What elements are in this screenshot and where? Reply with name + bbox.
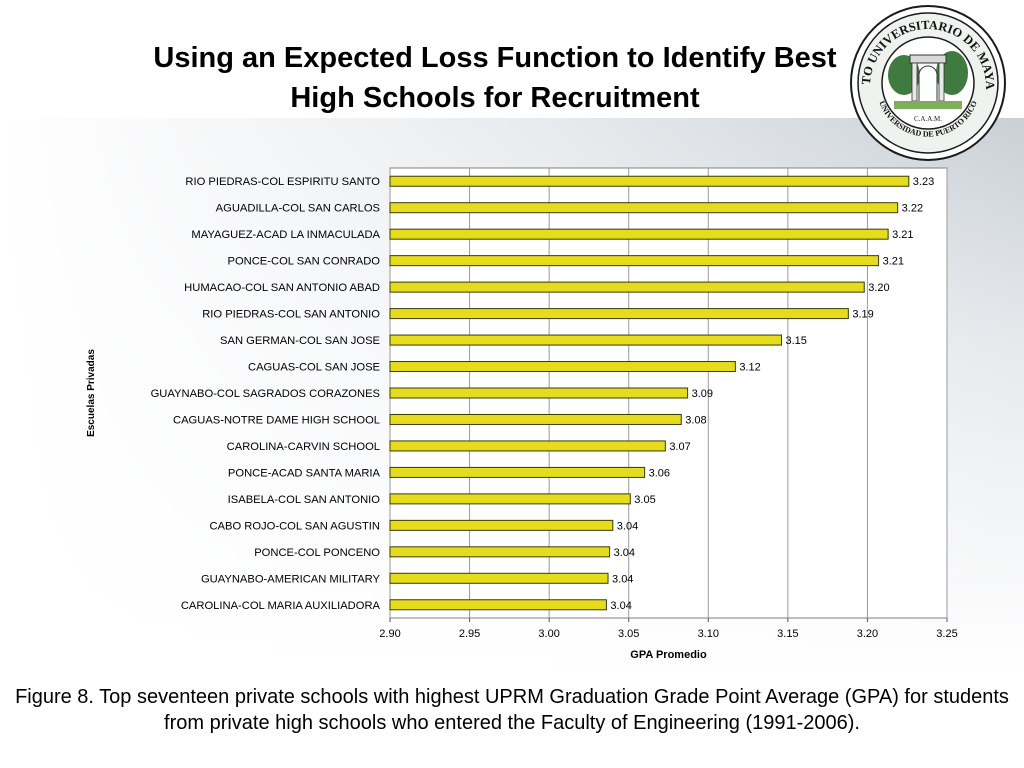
bar (389, 281, 865, 293)
data-label: 3.04 (614, 547, 635, 559)
bar (389, 413, 682, 425)
x-tick-label: 2.90 (379, 628, 400, 640)
data-label: 3.21 (883, 256, 904, 268)
bar (389, 361, 736, 373)
bar (389, 599, 607, 611)
y-axis-title: Escuelas Privadas (86, 349, 97, 437)
data-label: 3.05 (634, 494, 655, 506)
bar (389, 493, 631, 505)
x-tick-label: 2.95 (459, 628, 480, 640)
data-label: 3.04 (617, 520, 638, 532)
category-label: GUAYNABO-COL SAGRADOS CORAZONES (151, 388, 380, 400)
category-label: PONCE-COL SAN CONRADO (227, 256, 380, 268)
data-label: 3.09 (692, 388, 713, 400)
category-label: CAGUAS-COL SAN JOSE (248, 362, 380, 374)
bar (389, 546, 611, 558)
title-line-1: Using an Expected Loss Function to Ident… (153, 42, 837, 74)
x-tick-label: 3.10 (698, 628, 719, 640)
category-label: PONCE-ACAD SANTA MARIA (228, 467, 381, 479)
category-label: AGUADILLA-COL SAN CARLOS (216, 203, 380, 215)
category-label: PONCE-COL PONCENO (254, 547, 380, 559)
category-label: MAYAGUEZ-ACAD LA INMACULADA (191, 229, 380, 241)
seal-monogram: C.A.A.M. (914, 115, 942, 123)
bar (389, 440, 666, 452)
bar (389, 255, 880, 267)
bar (389, 228, 889, 240)
bar (389, 334, 782, 346)
data-label: 3.19 (852, 309, 873, 321)
category-label: GUAYNABO-AMERICAN MILITARY (201, 573, 381, 585)
x-axis-title: GPA Promedio (630, 649, 707, 661)
x-tick-label: 3.25 (936, 628, 957, 640)
title-line-2: High Schools for Recruitment (290, 82, 700, 114)
bar (389, 387, 689, 399)
data-label: 3.22 (902, 203, 923, 215)
figure-caption: Figure 8. Top seventeen private schools … (15, 686, 1009, 734)
bar (389, 572, 609, 584)
category-label: CAROLINA-COL MARIA AUXILIADORA (181, 600, 381, 612)
category-label: CABO ROJO-COL SAN AGUSTIN (209, 520, 380, 532)
bar (389, 519, 614, 531)
data-label: 3.04 (610, 600, 631, 612)
bar (389, 202, 899, 214)
data-label: 3.04 (612, 573, 633, 585)
data-label: 3.12 (739, 362, 760, 374)
bar-chart: RIO PIEDRAS-COL ESPIRITU SANTO 3.23 AGUADI… (86, 167, 958, 661)
bar (389, 308, 849, 320)
data-label: 3.23 (913, 176, 934, 188)
category-label: CAGUAS-NOTRE DAME HIGH SCHOOL (173, 414, 380, 426)
data-label: 3.20 (868, 282, 889, 294)
category-label: RIO PIEDRAS-COL SAN ANTONIO (202, 309, 380, 321)
data-label: 3.08 (685, 414, 706, 426)
x-tick-label: 3.00 (538, 628, 559, 640)
x-tick-label: 3.05 (618, 628, 639, 640)
category-label: ISABELA-COL SAN ANTONIO (228, 494, 381, 506)
bar (389, 466, 646, 478)
data-label: 3.06 (649, 467, 670, 479)
bar (389, 175, 910, 187)
x-tick-label: 3.20 (857, 628, 878, 640)
x-tick-label: 3.15 (777, 628, 798, 640)
data-label: 3.21 (892, 229, 913, 241)
university-seal-icon: RECINTO UNIVERSITARIO DE MAYAGUEZ UNIVER… (848, 3, 1006, 161)
data-label: 3.07 (669, 441, 690, 453)
category-label: RIO PIEDRAS-COL ESPIRITU SANTO (185, 176, 380, 188)
category-label: CAROLINA-CARVIN SCHOOL (227, 441, 380, 453)
slide-title: Using an Expected Loss Function to Ident… (70, 38, 920, 118)
category-label: SAN GERMAN-COL SAN JOSE (220, 335, 380, 347)
data-label: 3.15 (785, 335, 806, 347)
category-label: HUMACAO-COL SAN ANTONIO ABAD (184, 282, 380, 294)
